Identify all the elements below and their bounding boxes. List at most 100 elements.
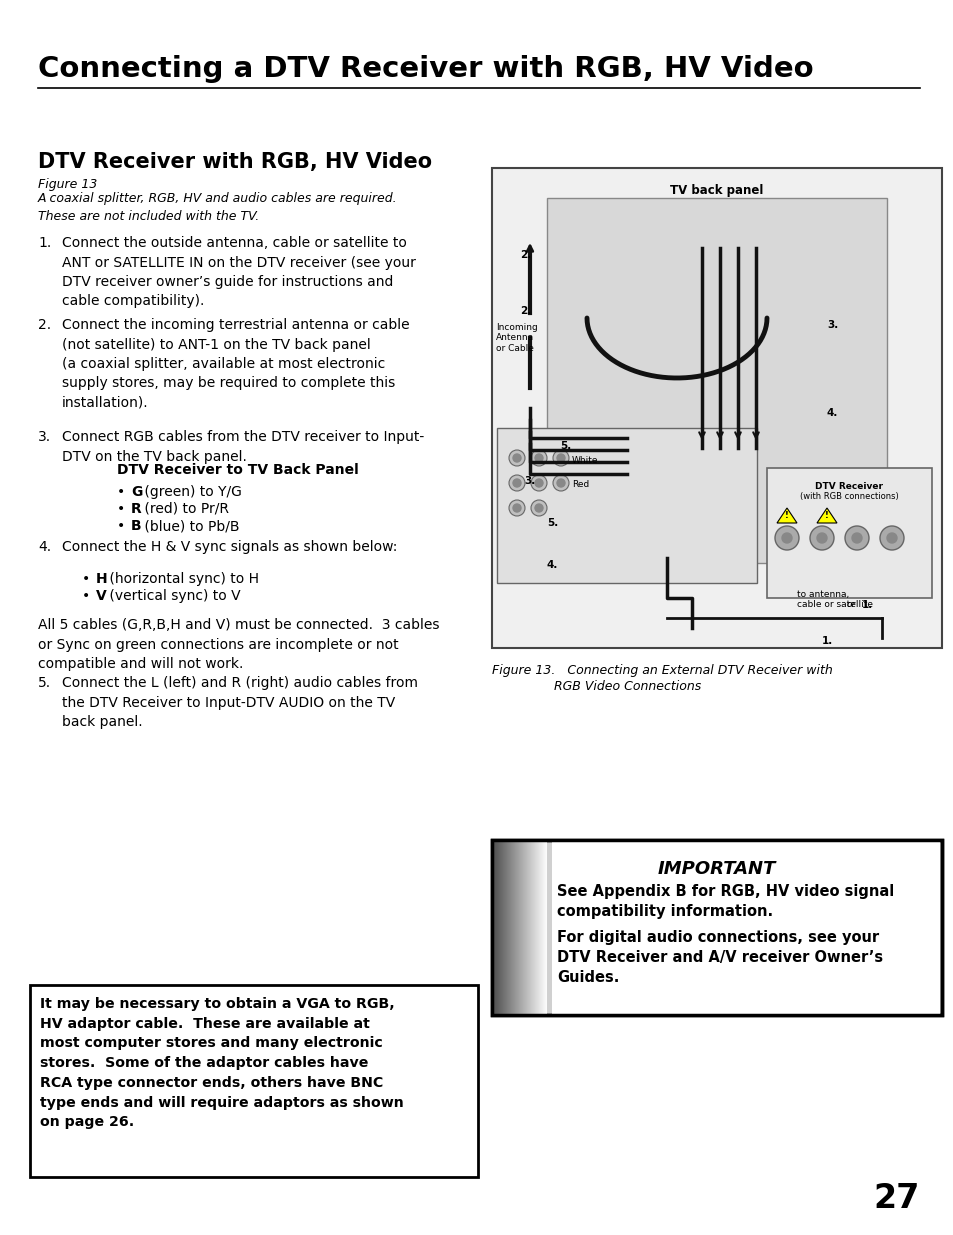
Bar	[501, 840, 502, 1015]
Bar	[492, 840, 941, 1015]
Bar	[493, 840, 494, 1015]
Bar	[522, 840, 523, 1015]
Bar	[523, 840, 524, 1015]
Bar	[526, 840, 527, 1015]
Text: 2.: 2.	[519, 249, 531, 261]
Text: !: !	[824, 510, 828, 520]
Bar	[492, 840, 941, 1015]
Bar	[543, 840, 544, 1015]
Circle shape	[774, 526, 799, 550]
Text: Connect the outside antenna, cable or satellite to
ANT or SATELLITE IN on the DT: Connect the outside antenna, cable or sa…	[62, 236, 416, 309]
Text: V: V	[96, 589, 107, 603]
Text: •: •	[117, 485, 125, 499]
Circle shape	[531, 500, 546, 516]
Bar	[498, 840, 499, 1015]
Bar	[507, 840, 509, 1015]
Text: (red) to Pr/R: (red) to Pr/R	[140, 501, 229, 516]
Text: Connect the H & V sync signals as shown below:: Connect the H & V sync signals as shown …	[62, 540, 397, 555]
Text: 1.: 1.	[38, 236, 51, 249]
Text: DTV Receiver with RGB, HV Video: DTV Receiver with RGB, HV Video	[38, 152, 432, 172]
Bar	[520, 840, 521, 1015]
Bar	[529, 840, 530, 1015]
Bar	[530, 840, 531, 1015]
Text: 2.: 2.	[38, 317, 51, 332]
Text: It may be necessary to obtain a VGA to RGB,
HV adaptor cable.  These are availab: It may be necessary to obtain a VGA to R…	[40, 997, 403, 1129]
Bar	[537, 840, 538, 1015]
Text: (blue) to Pb/B: (blue) to Pb/B	[140, 519, 239, 534]
Text: All 5 cables (G,R,B,H and V) must be connected.  3 cables
or Sync on green conne: All 5 cables (G,R,B,H and V) must be con…	[38, 618, 439, 671]
Bar	[538, 840, 539, 1015]
Bar	[552, 840, 939, 1015]
Text: See Appendix B for RGB, HV video signal
compatibility information.: See Appendix B for RGB, HV video signal …	[557, 884, 893, 919]
Circle shape	[535, 504, 542, 513]
Bar	[525, 840, 526, 1015]
Text: (green) to Y/G: (green) to Y/G	[140, 485, 242, 499]
Bar	[496, 840, 497, 1015]
Bar	[539, 840, 540, 1015]
Text: 5.: 5.	[546, 517, 558, 529]
Bar	[497, 429, 757, 583]
Bar	[500, 840, 501, 1015]
Circle shape	[844, 526, 868, 550]
Bar	[517, 840, 518, 1015]
Bar	[504, 840, 505, 1015]
Text: RGB Video Connections: RGB Video Connections	[554, 680, 700, 693]
Circle shape	[809, 526, 833, 550]
Text: Connect RGB cables from the DTV receiver to Input-
DTV on the TV back panel.: Connect RGB cables from the DTV receiver…	[62, 430, 424, 463]
Bar	[509, 840, 510, 1015]
Text: Figure 13: Figure 13	[38, 178, 97, 191]
Bar	[516, 840, 517, 1015]
Text: 5.: 5.	[38, 676, 51, 690]
Circle shape	[886, 534, 896, 543]
Circle shape	[879, 526, 903, 550]
Text: !: !	[784, 510, 788, 520]
Text: For digital audio connections, see your
DTV Receiver and A/V receiver Owner’s
Gu: For digital audio connections, see your …	[557, 930, 882, 984]
Bar	[512, 840, 513, 1015]
Bar	[541, 840, 542, 1015]
Bar	[545, 840, 546, 1015]
Bar	[497, 840, 498, 1015]
Bar	[533, 840, 534, 1015]
Bar	[506, 840, 507, 1015]
Bar	[542, 840, 543, 1015]
Text: 3.: 3.	[38, 430, 51, 445]
Text: Incoming
Antenna
or Cable: Incoming Antenna or Cable	[496, 324, 537, 353]
Text: R: R	[131, 501, 142, 516]
Circle shape	[513, 504, 520, 513]
Bar	[494, 840, 495, 1015]
Text: •: •	[117, 501, 125, 516]
Circle shape	[509, 475, 524, 492]
Bar	[518, 840, 519, 1015]
Bar	[514, 840, 515, 1015]
Circle shape	[513, 479, 520, 487]
Text: DTV Receiver to TV Back Panel: DTV Receiver to TV Back Panel	[117, 463, 358, 477]
Circle shape	[531, 450, 546, 466]
Text: •: •	[82, 572, 91, 585]
Text: 1.: 1.	[821, 636, 832, 646]
Circle shape	[535, 454, 542, 462]
Bar	[499, 840, 500, 1015]
Circle shape	[509, 500, 524, 516]
Text: 1.: 1.	[862, 600, 872, 610]
Text: 3.: 3.	[826, 320, 838, 330]
Bar	[519, 840, 520, 1015]
Text: to antenna,
cable or satellite: to antenna, cable or satellite	[796, 590, 872, 609]
Text: 4.: 4.	[826, 408, 838, 417]
Bar	[546, 198, 886, 563]
Bar	[495, 840, 496, 1015]
Text: 4.: 4.	[546, 559, 558, 571]
Circle shape	[509, 450, 524, 466]
Circle shape	[531, 475, 546, 492]
Bar	[524, 840, 525, 1015]
Circle shape	[553, 450, 568, 466]
Bar	[510, 840, 511, 1015]
Text: Red: Red	[572, 480, 589, 489]
Circle shape	[816, 534, 826, 543]
Polygon shape	[816, 508, 836, 522]
Bar	[503, 840, 504, 1015]
Bar	[527, 840, 529, 1015]
Text: Connecting a DTV Receiver with RGB, HV Video: Connecting a DTV Receiver with RGB, HV V…	[38, 56, 813, 83]
Bar	[492, 840, 493, 1015]
Text: Connect the incoming terrestrial antenna or cable
(not satellite) to ANT-1 on th: Connect the incoming terrestrial antenna…	[62, 317, 409, 410]
Circle shape	[535, 479, 542, 487]
